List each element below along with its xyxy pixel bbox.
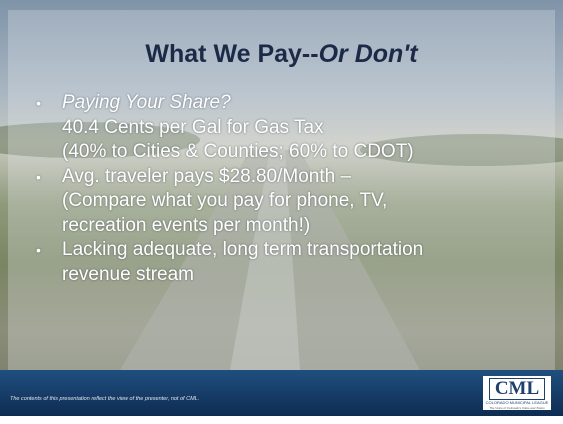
bullet-line: (40% to Cities & Counties; 60% to CDOT) <box>36 140 551 165</box>
footer-bar <box>0 370 563 416</box>
slide-title: What We Pay--Or Don't <box>0 40 563 69</box>
bullet-line: Lacking adequate, long term transportati… <box>36 238 551 263</box>
logo: CML COLORADO MUNICIPAL LEAGUE The Voice … <box>483 376 551 410</box>
bullet-dot: • <box>36 238 41 263</box>
logo-tagline: The Voice of Colorado's Cities and Towns <box>483 406 551 410</box>
bullet-dot: • <box>36 165 41 190</box>
title-emphasis: Or Don't <box>319 40 418 68</box>
bullet-line: (Compare what you pay for phone, TV, <box>36 189 551 214</box>
bullet-list: Paying Your Share?•40.4 Cents per Gal fo… <box>36 91 551 287</box>
bullet-dot: • <box>36 91 41 116</box>
bullet-line: Avg. traveler pays $28.80/Month –• <box>36 165 551 190</box>
bullet-line: recreation events per month!) <box>36 214 551 239</box>
bottom-strip <box>0 416 563 424</box>
slide: What We Pay--Or Don't Paying Your Share?… <box>0 0 563 424</box>
logo-name: CML <box>489 378 545 400</box>
bullet-lead: Paying Your Share?• <box>36 91 551 116</box>
bullet-line: 40.4 Cents per Gal for Gas Tax <box>36 116 551 141</box>
bullet-line: revenue stream <box>36 263 551 288</box>
title-main: What We Pay-- <box>145 40 318 68</box>
disclaimer: The contents of this presentation reflec… <box>10 396 199 402</box>
